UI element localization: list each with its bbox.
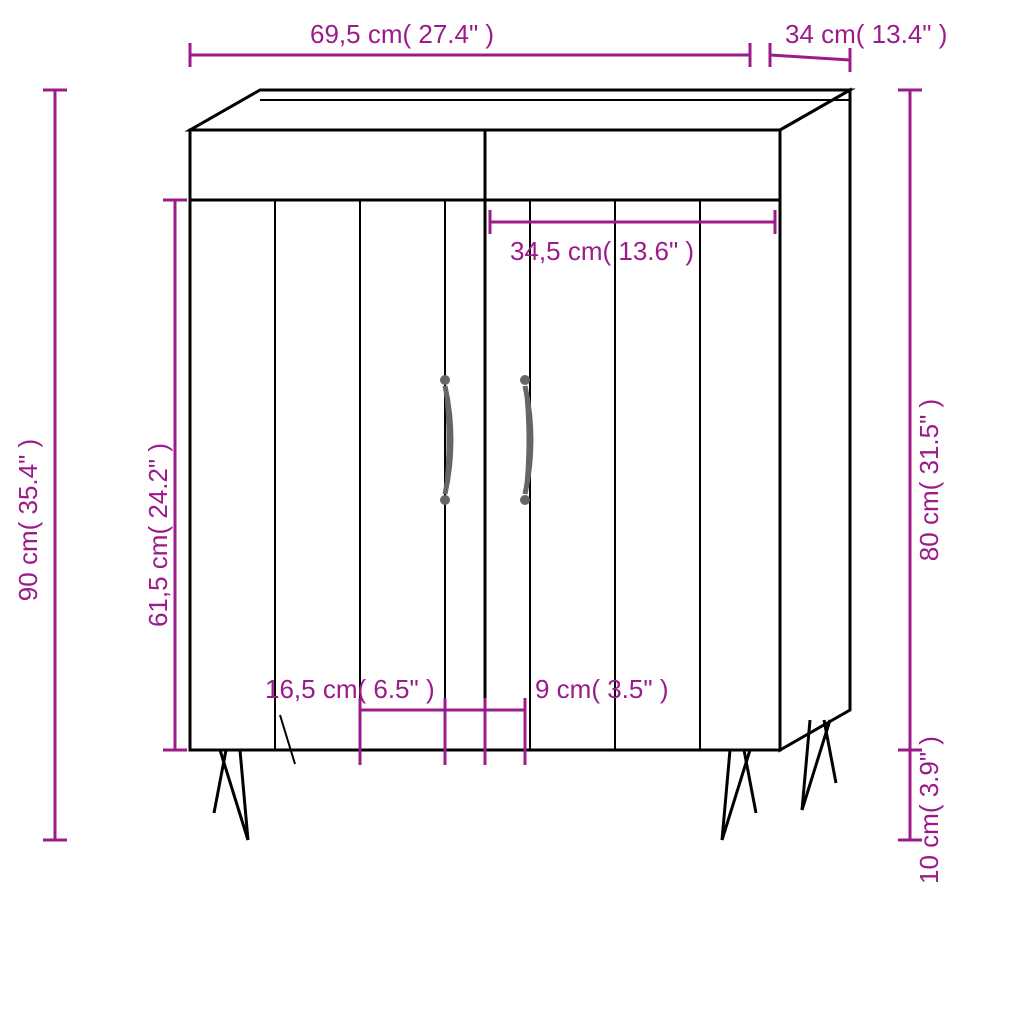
hairpin-leg xyxy=(722,750,756,840)
dim-body-height: 80 cm( 31.5" ) xyxy=(914,399,944,561)
dim-total-height: 90 cm( 35.4" ) xyxy=(13,439,43,601)
dim-door-width: 34,5 cm( 13.6" ) xyxy=(510,236,694,266)
dim-depth: 34 cm( 13.4" ) xyxy=(785,19,947,49)
dim-door-height: 61,5 cm( 24.2" ) xyxy=(143,443,173,627)
cabinet-outline xyxy=(190,90,850,840)
hairpin-leg xyxy=(214,750,248,840)
dim-panel-b: 9 cm( 3.5" ) xyxy=(535,674,668,704)
dim-panel-a: 16,5 cm( 6.5" ) xyxy=(265,674,435,704)
dim-width: 69,5 cm( 27.4" ) xyxy=(310,19,494,49)
dim-leg-height: 10 cm( 3.9" ) xyxy=(914,736,944,884)
